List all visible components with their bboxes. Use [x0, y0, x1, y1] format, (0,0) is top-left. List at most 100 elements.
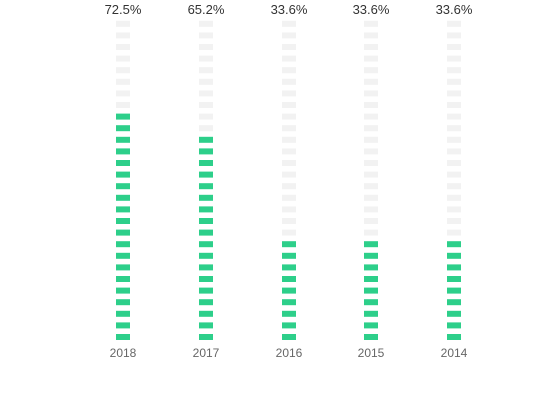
bar-segment-empty: [364, 183, 378, 190]
bar-segment-filled: [447, 310, 461, 317]
bar-segment-empty: [282, 125, 296, 132]
bar-segment-empty: [364, 125, 378, 132]
bar-segment-empty: [282, 78, 296, 85]
bar-segment-filled: [364, 276, 378, 282]
bar-segment-filled: [116, 218, 130, 224]
bar-segment-empty: [447, 136, 461, 143]
bar-segment-empty: [364, 67, 378, 74]
bar-segment-empty: [447, 20, 461, 27]
bar-segment-empty: [447, 171, 461, 178]
bar-segment-empty: [447, 102, 461, 108]
bar-segment-empty: [199, 78, 213, 85]
bar-segment-empty: [364, 171, 378, 178]
bar-segment-empty: [447, 125, 461, 132]
bar-segment-empty: [282, 194, 296, 201]
bar-segment-empty: [282, 90, 296, 97]
bar-segment-empty: [447, 90, 461, 97]
bar-segment-empty: [282, 160, 296, 166]
bar-segment-filled: [447, 264, 461, 271]
bar-segment-empty: [282, 67, 296, 74]
bar-segment-empty: [364, 160, 378, 166]
bar-segment-empty: [282, 206, 296, 213]
bar-segment-filled: [199, 322, 213, 329]
bar-segment-filled: [199, 287, 213, 294]
bar-segment-empty: [364, 55, 378, 62]
bar-segment-empty: [116, 67, 130, 74]
bar-segment-empty: [447, 148, 461, 155]
bar-segment-filled: [447, 276, 461, 282]
bar-segment-empty: [116, 90, 130, 97]
bar-segment-filled: [447, 334, 461, 340]
bar-segment-empty: [364, 148, 378, 155]
bar-segment-filled: [116, 229, 130, 236]
bar-segment-empty: [447, 160, 461, 166]
value-label: 72.5%: [105, 2, 142, 17]
bar-segment-empty: [282, 32, 296, 39]
bar-segment-empty: [199, 44, 213, 50]
bar-segment-empty: [199, 55, 213, 62]
bar-segment-filled: [116, 322, 130, 329]
bar-segment-filled: [199, 276, 213, 282]
x-tick-label: 2017: [193, 346, 220, 360]
bar-segment-filled: [116, 113, 130, 120]
bar-segment-filled: [282, 299, 296, 306]
bar-segment-filled: [447, 287, 461, 294]
bar-segment-filled: [364, 241, 378, 248]
bar-segment-empty: [447, 32, 461, 39]
x-tick-label: 2014: [441, 346, 468, 360]
value-label: 65.2%: [188, 2, 225, 17]
bar-segment-empty: [199, 32, 213, 39]
bar-segment-empty: [116, 78, 130, 85]
bar-segment-empty: [364, 44, 378, 50]
bar-segment-filled: [116, 136, 130, 143]
bars-group: [116, 20, 461, 340]
bar-segment-empty: [447, 67, 461, 74]
bar-segment-filled: [364, 287, 378, 294]
bar-segment-filled: [116, 310, 130, 317]
bar-segment-empty: [282, 102, 296, 108]
bar-segment-filled: [116, 252, 130, 259]
bar-segment-filled: [447, 299, 461, 306]
bar-segment-filled: [199, 310, 213, 317]
value-label: 33.6%: [353, 2, 390, 17]
bar-segment-empty: [447, 183, 461, 190]
x-tick-label: 2018: [110, 346, 137, 360]
bar-segment-empty: [447, 206, 461, 213]
bar-segment-filled: [116, 171, 130, 178]
bar-segment-filled: [199, 160, 213, 166]
bar-segment-empty: [116, 32, 130, 39]
bar-segment-filled: [116, 206, 130, 213]
bar-segment-filled: [116, 241, 130, 248]
bar-segment-filled: [364, 334, 378, 340]
bar-segment-empty: [199, 113, 213, 120]
bar-segment-empty: [447, 194, 461, 201]
bar-segment-filled: [199, 229, 213, 236]
bar-segment-filled: [199, 183, 213, 190]
bar-segment-empty: [199, 102, 213, 108]
bar-segment-empty: [447, 55, 461, 62]
bar-segment-empty: [199, 125, 213, 132]
bar-segment-filled: [116, 276, 130, 282]
value-label: 33.6%: [436, 2, 473, 17]
bar-segment-filled: [282, 241, 296, 248]
bar-segment-empty: [364, 218, 378, 224]
bar-segment-filled: [199, 264, 213, 271]
bar-segment-empty: [364, 102, 378, 108]
bar-segment-filled: [199, 136, 213, 143]
bar-segment-filled: [282, 287, 296, 294]
bar-segment-filled: [116, 160, 130, 166]
bar-segment-filled: [199, 148, 213, 155]
bar-segment-filled: [199, 299, 213, 306]
x-axis-tick-labels: 2018 2017 2016 2015 2014: [110, 346, 468, 360]
bar-segment-empty: [447, 78, 461, 85]
value-labels-group: 72.5% 65.2% 33.6% 33.6% 33.6%: [105, 2, 473, 17]
bar-segment-empty: [447, 44, 461, 50]
value-label: 33.6%: [271, 2, 308, 17]
bar-segment-filled: [116, 148, 130, 155]
bar-segment-empty: [116, 20, 130, 27]
bar-segment-empty: [282, 218, 296, 224]
bar-segment-filled: [199, 241, 213, 248]
x-tick-label: 2015: [358, 346, 385, 360]
bar-segment-empty: [364, 136, 378, 143]
